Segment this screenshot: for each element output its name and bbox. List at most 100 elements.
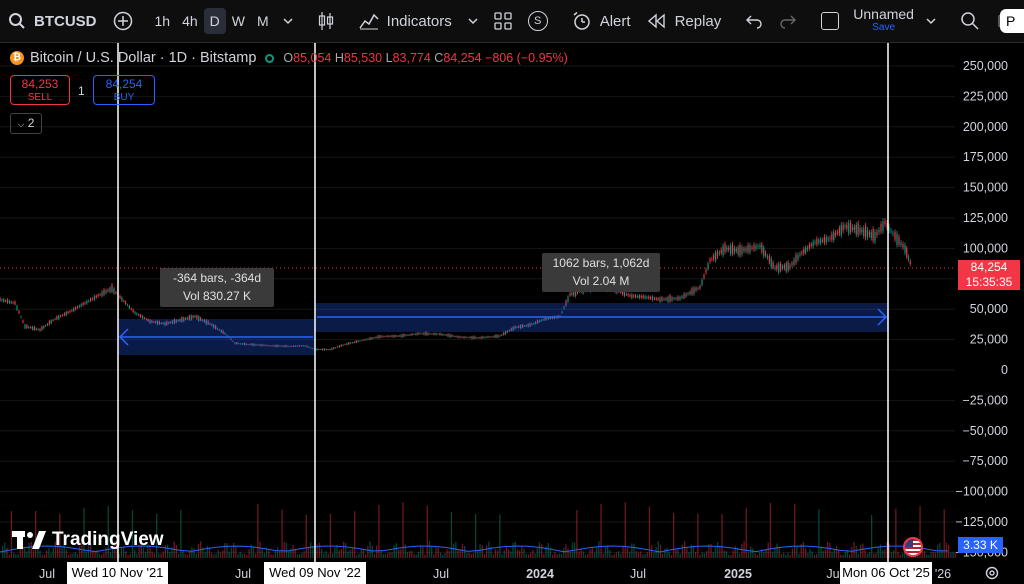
- candle-body: [433, 333, 435, 335]
- time-axis[interactable]: Jul Jul Jul 2024 Jul 2025 Ju '26: [39, 567, 951, 581]
- volume-bar: [798, 553, 800, 558]
- candle-body: [295, 345, 297, 347]
- candle-body: [397, 335, 399, 337]
- candle-body: [304, 345, 306, 347]
- axis-settings-icon[interactable]: [984, 565, 1000, 581]
- resolution-w[interactable]: W: [231, 13, 245, 29]
- volume-bar: [835, 545, 838, 558]
- volume-bar: [211, 552, 213, 558]
- tradingview-logo[interactable]: TradingView: [12, 529, 164, 551]
- volume-bar: [923, 551, 926, 558]
- volume-bar: [708, 544, 710, 558]
- candle-body: [95, 295, 97, 298]
- resolution-d[interactable]: D: [203, 8, 226, 34]
- volume-bar: [277, 547, 279, 558]
- indicators-button[interactable]: Indicators: [351, 0, 460, 42]
- candle-body: [1, 299, 3, 301]
- volume-bar: [182, 550, 184, 558]
- volume-bar: [83, 507, 85, 558]
- volume-bar: [235, 546, 237, 558]
- candle-body: [669, 295, 671, 302]
- buy-button[interactable]: 84,254 BUY: [93, 75, 155, 105]
- volume-bar: [783, 552, 785, 558]
- layout-selector[interactable]: Unnamed Save: [813, 0, 944, 42]
- bar-countdown: 15:35:35: [965, 275, 1013, 289]
- candle-body: [215, 325, 217, 329]
- candle-body: [425, 331, 427, 336]
- candle-body: [827, 238, 829, 240]
- candle-body: [741, 247, 743, 255]
- volume-bar: [580, 548, 582, 558]
- candle-body: [831, 233, 833, 240]
- candle-body: [50, 320, 52, 324]
- price-tick-label: 0: [1001, 363, 1008, 377]
- indicators-dropdown[interactable]: [460, 0, 486, 42]
- volume-bar: [840, 554, 842, 558]
- indicators-collapse-button[interactable]: ⌵ 2: [10, 113, 42, 134]
- candle-body: [713, 255, 715, 260]
- logo-text: TradingView: [52, 529, 164, 550]
- volume-bar: [147, 544, 149, 558]
- quick-search-button[interactable]: [952, 0, 988, 42]
- volume-bar: [593, 552, 596, 558]
- redo-button[interactable]: [771, 0, 805, 42]
- price-chart[interactable]: 250,000225,000200,000175,000150,000125,0…: [0, 43, 1024, 584]
- candle-body: [499, 335, 501, 337]
- candle-body: [842, 224, 844, 231]
- volume-bar: [686, 547, 688, 558]
- volume-bar: [450, 511, 453, 558]
- volume-bar: [241, 553, 244, 558]
- us-flag-event-icon[interactable]: [903, 537, 923, 557]
- candle-body: [443, 334, 445, 336]
- volume-bar: [336, 544, 338, 558]
- compare-button[interactable]: [105, 0, 141, 42]
- candle-body: [409, 334, 411, 336]
- templates-button[interactable]: [486, 0, 520, 42]
- volume-bar: [125, 551, 127, 558]
- undo-button[interactable]: [737, 0, 771, 42]
- publish-button[interactable]: P: [1000, 9, 1024, 33]
- volume-bar: [657, 541, 659, 558]
- resolution-1h[interactable]: 1h: [154, 13, 171, 29]
- volume-bar: [54, 541, 57, 558]
- volume-bar: [127, 554, 129, 558]
- candle-body: [381, 335, 383, 338]
- symbol-search[interactable]: BTCUSD: [0, 0, 105, 42]
- candle-body: [751, 247, 753, 249]
- volume-bar: [395, 543, 398, 558]
- alert-button[interactable]: Alert: [564, 0, 639, 42]
- candle-body: [573, 290, 575, 296]
- candle-body: [833, 232, 835, 241]
- resolution-dropdown[interactable]: [275, 0, 301, 42]
- price-axis[interactable]: 250,000 225,000 200,000 175,000 150,000 125,0…: [956, 59, 1009, 559]
- candle-body: [865, 225, 867, 238]
- price-tick-label: 25,000: [970, 333, 1008, 347]
- volume-bar: [613, 554, 615, 558]
- candle-body: [481, 336, 483, 339]
- volume-bar: [481, 545, 483, 558]
- candle-body: [693, 287, 695, 295]
- volume-bar: [811, 551, 813, 558]
- resolution-m[interactable]: M: [257, 13, 269, 29]
- strategy-button[interactable]: S: [520, 0, 556, 42]
- chart-type-button[interactable]: [309, 0, 343, 42]
- buy-label: BUY: [113, 92, 135, 103]
- candle-body: [866, 229, 869, 238]
- candle-body: [45, 325, 47, 327]
- volume-bar: [926, 554, 928, 558]
- volume-bar: [13, 553, 15, 558]
- volume-bar: [620, 553, 622, 558]
- volume-bar: [433, 554, 435, 558]
- volume-bar: [145, 551, 147, 558]
- volume-bar: [263, 552, 266, 558]
- sell-button[interactable]: 84,253 SELL: [10, 75, 70, 105]
- replay-button[interactable]: Replay: [639, 0, 730, 42]
- volume-bar: [787, 552, 789, 558]
- volume-bar: [184, 553, 186, 558]
- candle-body: [335, 347, 337, 349]
- volume-bar: [789, 554, 791, 558]
- candle-body: [506, 330, 509, 333]
- resolution-4h[interactable]: 4h: [182, 13, 198, 29]
- volume-bar: [65, 549, 68, 558]
- volume-bar: [57, 544, 59, 558]
